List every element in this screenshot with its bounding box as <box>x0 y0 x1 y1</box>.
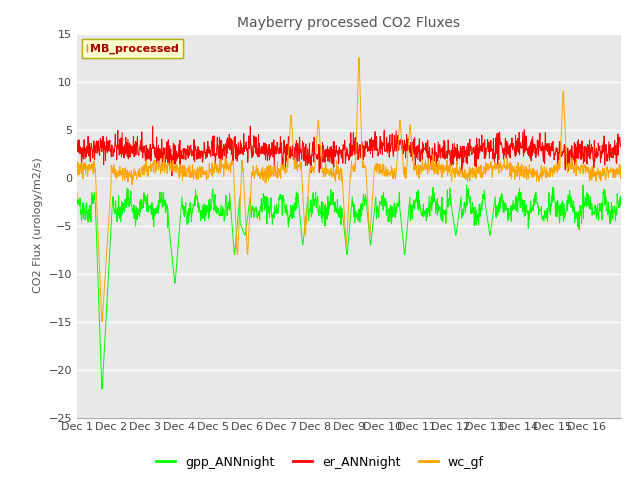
wc_gf <box>73 174 81 180</box>
Line: er_ANNnight: er_ANNnight <box>77 126 621 176</box>
wc_gf <box>316 128 323 133</box>
er_ANNnight <box>115 144 123 150</box>
gpp_ANNnight <box>579 182 587 188</box>
er_ANNnight <box>617 144 625 150</box>
wc_gf <box>355 55 363 60</box>
Legend: gpp_ANNnight, er_ANNnight, wc_gf: gpp_ANNnight, er_ANNnight, wc_gf <box>151 451 489 474</box>
Line: wc_gf: wc_gf <box>77 58 621 322</box>
wc_gf <box>115 173 123 179</box>
wc_gf <box>98 319 106 324</box>
wc_gf <box>138 165 145 170</box>
er_ANNnight <box>305 160 312 166</box>
gpp_ANNnight <box>383 198 390 204</box>
er_ANNnight <box>316 144 323 150</box>
Title: Mayberry processed CO2 Fluxes: Mayberry processed CO2 Fluxes <box>237 16 460 30</box>
Y-axis label: CO2 Flux (urology/m2/s): CO2 Flux (urology/m2/s) <box>33 158 43 293</box>
er_ANNnight <box>168 173 176 179</box>
er_ANNnight <box>149 123 157 129</box>
gpp_ANNnight <box>617 195 625 201</box>
Line: gpp_ANNnight: gpp_ANNnight <box>77 185 621 389</box>
er_ANNnight <box>383 148 391 154</box>
gpp_ANNnight <box>98 386 106 392</box>
er_ANNnight <box>137 137 145 143</box>
gpp_ANNnight <box>73 190 81 195</box>
gpp_ANNnight <box>304 194 312 200</box>
gpp_ANNnight <box>316 208 323 214</box>
wc_gf <box>325 172 333 178</box>
Legend: MB_processed: MB_processed <box>83 39 183 58</box>
gpp_ANNnight <box>325 206 333 212</box>
wc_gf <box>304 192 312 198</box>
er_ANNnight <box>326 149 333 155</box>
wc_gf <box>383 169 391 175</box>
wc_gf <box>617 172 625 178</box>
gpp_ANNnight <box>138 198 145 204</box>
gpp_ANNnight <box>115 216 123 221</box>
er_ANNnight <box>73 144 81 150</box>
